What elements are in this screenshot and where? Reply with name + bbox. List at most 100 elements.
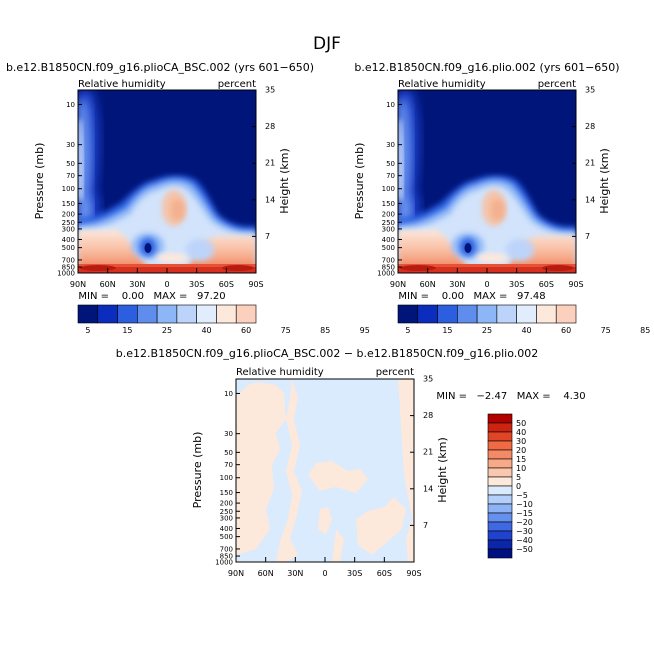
x-tick-label: 30N [287,569,303,578]
colorbar-label: 15 [122,326,132,335]
y-tick-label: 10 [66,101,75,109]
panel-b-x-axis: 90N 60N 30N 0 30S 60S 90S [390,268,584,289]
colorbar-swatch [487,521,513,532]
colorbar-swatch [235,304,257,324]
y-tick-label-right: 28 [585,122,595,131]
y-tick-label: 200 [62,211,75,219]
colorbar-swatch [457,304,478,324]
y-tick-label: 150 [62,200,75,208]
page-title: DJF [313,34,341,54]
colorbar-label: −15 [516,509,533,518]
y-tick-label: 500 [62,244,75,252]
colorbar-label: 30 [516,437,526,446]
panel-a-stats: MIN = 0.00 MAX = 97.20 [78,291,225,302]
y-tick-label: 850 [62,264,75,272]
panel-b-field [398,90,576,273]
colorbar-swatch [176,304,197,324]
panel-a-title: b.e12.B1850CN.f09_g16.plioCA_BSC.002 (yr… [6,61,314,74]
y-tick-label-right: 21 [423,448,433,457]
panel-c-ylabel: Pressure (mb) [191,432,204,509]
colorbar-swatch [487,512,513,523]
y-tick-label-right: 35 [423,375,433,384]
x-tick-label: 0 [484,280,489,289]
y-tick-label: 150 [382,200,395,208]
panel-b-title: b.e12.B1850CN.f09_g16.plio.002 (yrs 601−… [354,61,619,74]
panel-c-ylabel-right: Height (km) [436,437,449,503]
colorbar-label: 5 [405,326,410,335]
colorbar-swatch [487,503,513,514]
y-tick-label: 100 [220,474,233,482]
y-tick-label: 250 [220,508,233,516]
colorbar-swatch [487,485,513,496]
x-tick-label: 90N [228,569,244,578]
colorbar-label: 5 [516,473,521,482]
y-tick-label: 100 [382,185,395,193]
panel-c-y-axis-right: 35 28 21 14 7 [410,375,433,530]
y-tick-label: 1000 [215,559,233,567]
colorbar-swatch [97,304,118,324]
y-tick-label: 300 [382,225,395,233]
x-tick-label: 0 [164,280,169,289]
panel-a: b.e12.B1850CN.f09_g16.plioCA_BSC.002 (yr… [6,61,370,335]
y-tick-label: 30 [224,430,233,438]
colorbar-swatch [536,304,557,324]
y-tick-label: 400 [220,525,233,533]
y-tick-label-right: 35 [585,86,595,95]
x-tick-label: 90S [248,280,263,289]
x-tick-label: 30N [449,280,465,289]
colorbar-swatch [437,304,458,324]
colorbar-label: 60 [241,326,251,335]
x-tick-label: 30S [509,280,524,289]
colorbar-swatch [487,449,513,460]
y-tick-label: 150 [220,489,233,497]
colorbar-swatch [476,304,498,324]
panel-b-y-axis-right: 35 28 21 14 7 [572,86,595,241]
colorbar-label: 20 [516,446,526,455]
x-tick-label: 60S [539,280,554,289]
colorbar-label: 40 [516,428,526,437]
y-tick-label: 850 [220,553,233,561]
panel-a-field [78,90,256,273]
y-tick-label: 250 [62,219,75,227]
y-tick-label: 70 [386,172,395,180]
y-tick-label: 30 [66,141,75,149]
colorbar-label: 75 [601,326,611,335]
colorbar-label: 75 [281,326,291,335]
colorbar-swatch [516,304,537,324]
y-tick-label-right: 7 [585,232,590,241]
y-tick-label-right: 7 [265,232,270,241]
y-tick-label-right: 14 [423,484,433,493]
y-tick-label: 1000 [377,270,395,278]
colorbar-swatch [487,539,513,550]
colorbar-label: −30 [516,527,533,536]
panel-b-variable: Relative humidity [398,79,486,90]
colorbar-swatch [555,304,577,324]
x-tick-label: 60S [377,569,392,578]
colorbar-swatch [117,304,138,324]
y-tick-label: 30 [386,141,395,149]
x-tick-label: 30S [189,280,204,289]
panel-b-ylabel: Pressure (mb) [353,143,366,220]
panel-b-units: percent [538,79,576,90]
panel-b: b.e12.B1850CN.f09_g16.plio.002 (yrs 601−… [353,61,650,335]
colorbar-swatch [196,304,217,324]
y-tick-label-right: 14 [585,195,595,204]
colorbar-swatch [487,467,513,478]
x-tick-label: 90S [568,280,583,289]
x-tick-label: 30N [129,280,145,289]
colorbar-label: 40 [201,326,211,335]
x-tick-label: 60N [420,280,436,289]
y-tick-label: 500 [220,533,233,541]
panel-c-units: percent [376,367,414,378]
colorbar-swatch [487,476,513,487]
y-tick-label: 70 [224,461,233,469]
colorbar-swatch [487,458,513,469]
y-tick-label-right: 7 [423,521,428,530]
panel-c-stats: MIN = −2.47 MAX = 4.30 [436,391,585,402]
colorbar-label: −10 [516,500,533,509]
y-tick-label: 300 [62,225,75,233]
y-tick-label: 500 [382,244,395,252]
